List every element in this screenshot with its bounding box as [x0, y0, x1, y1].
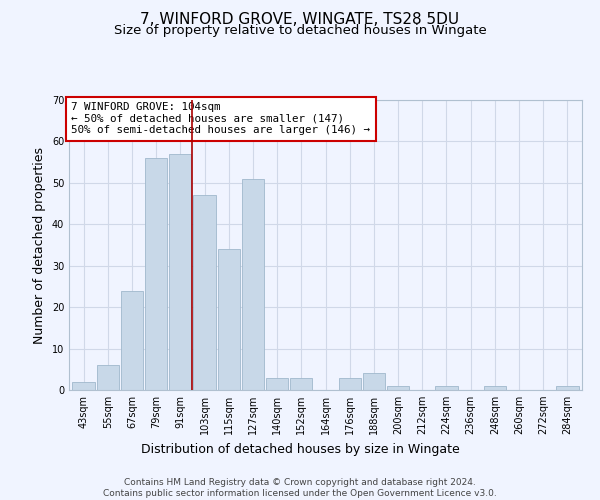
Y-axis label: Number of detached properties: Number of detached properties — [33, 146, 46, 344]
Text: Size of property relative to detached houses in Wingate: Size of property relative to detached ho… — [113, 24, 487, 37]
Bar — [218, 249, 240, 390]
Bar — [338, 378, 361, 390]
Bar — [556, 386, 578, 390]
Bar — [97, 365, 119, 390]
Bar — [73, 382, 95, 390]
Bar — [290, 378, 313, 390]
Bar — [387, 386, 409, 390]
Bar — [193, 196, 215, 390]
Bar — [145, 158, 167, 390]
Bar — [266, 378, 288, 390]
Bar — [363, 374, 385, 390]
Bar — [484, 386, 506, 390]
Bar — [121, 290, 143, 390]
Bar — [436, 386, 458, 390]
Text: 7, WINFORD GROVE, WINGATE, TS28 5DU: 7, WINFORD GROVE, WINGATE, TS28 5DU — [140, 12, 460, 28]
Text: Contains HM Land Registry data © Crown copyright and database right 2024.
Contai: Contains HM Land Registry data © Crown c… — [103, 478, 497, 498]
Text: 7 WINFORD GROVE: 104sqm
← 50% of detached houses are smaller (147)
50% of semi-d: 7 WINFORD GROVE: 104sqm ← 50% of detache… — [71, 102, 370, 136]
Bar — [169, 154, 191, 390]
Bar — [242, 178, 264, 390]
Text: Distribution of detached houses by size in Wingate: Distribution of detached houses by size … — [140, 442, 460, 456]
